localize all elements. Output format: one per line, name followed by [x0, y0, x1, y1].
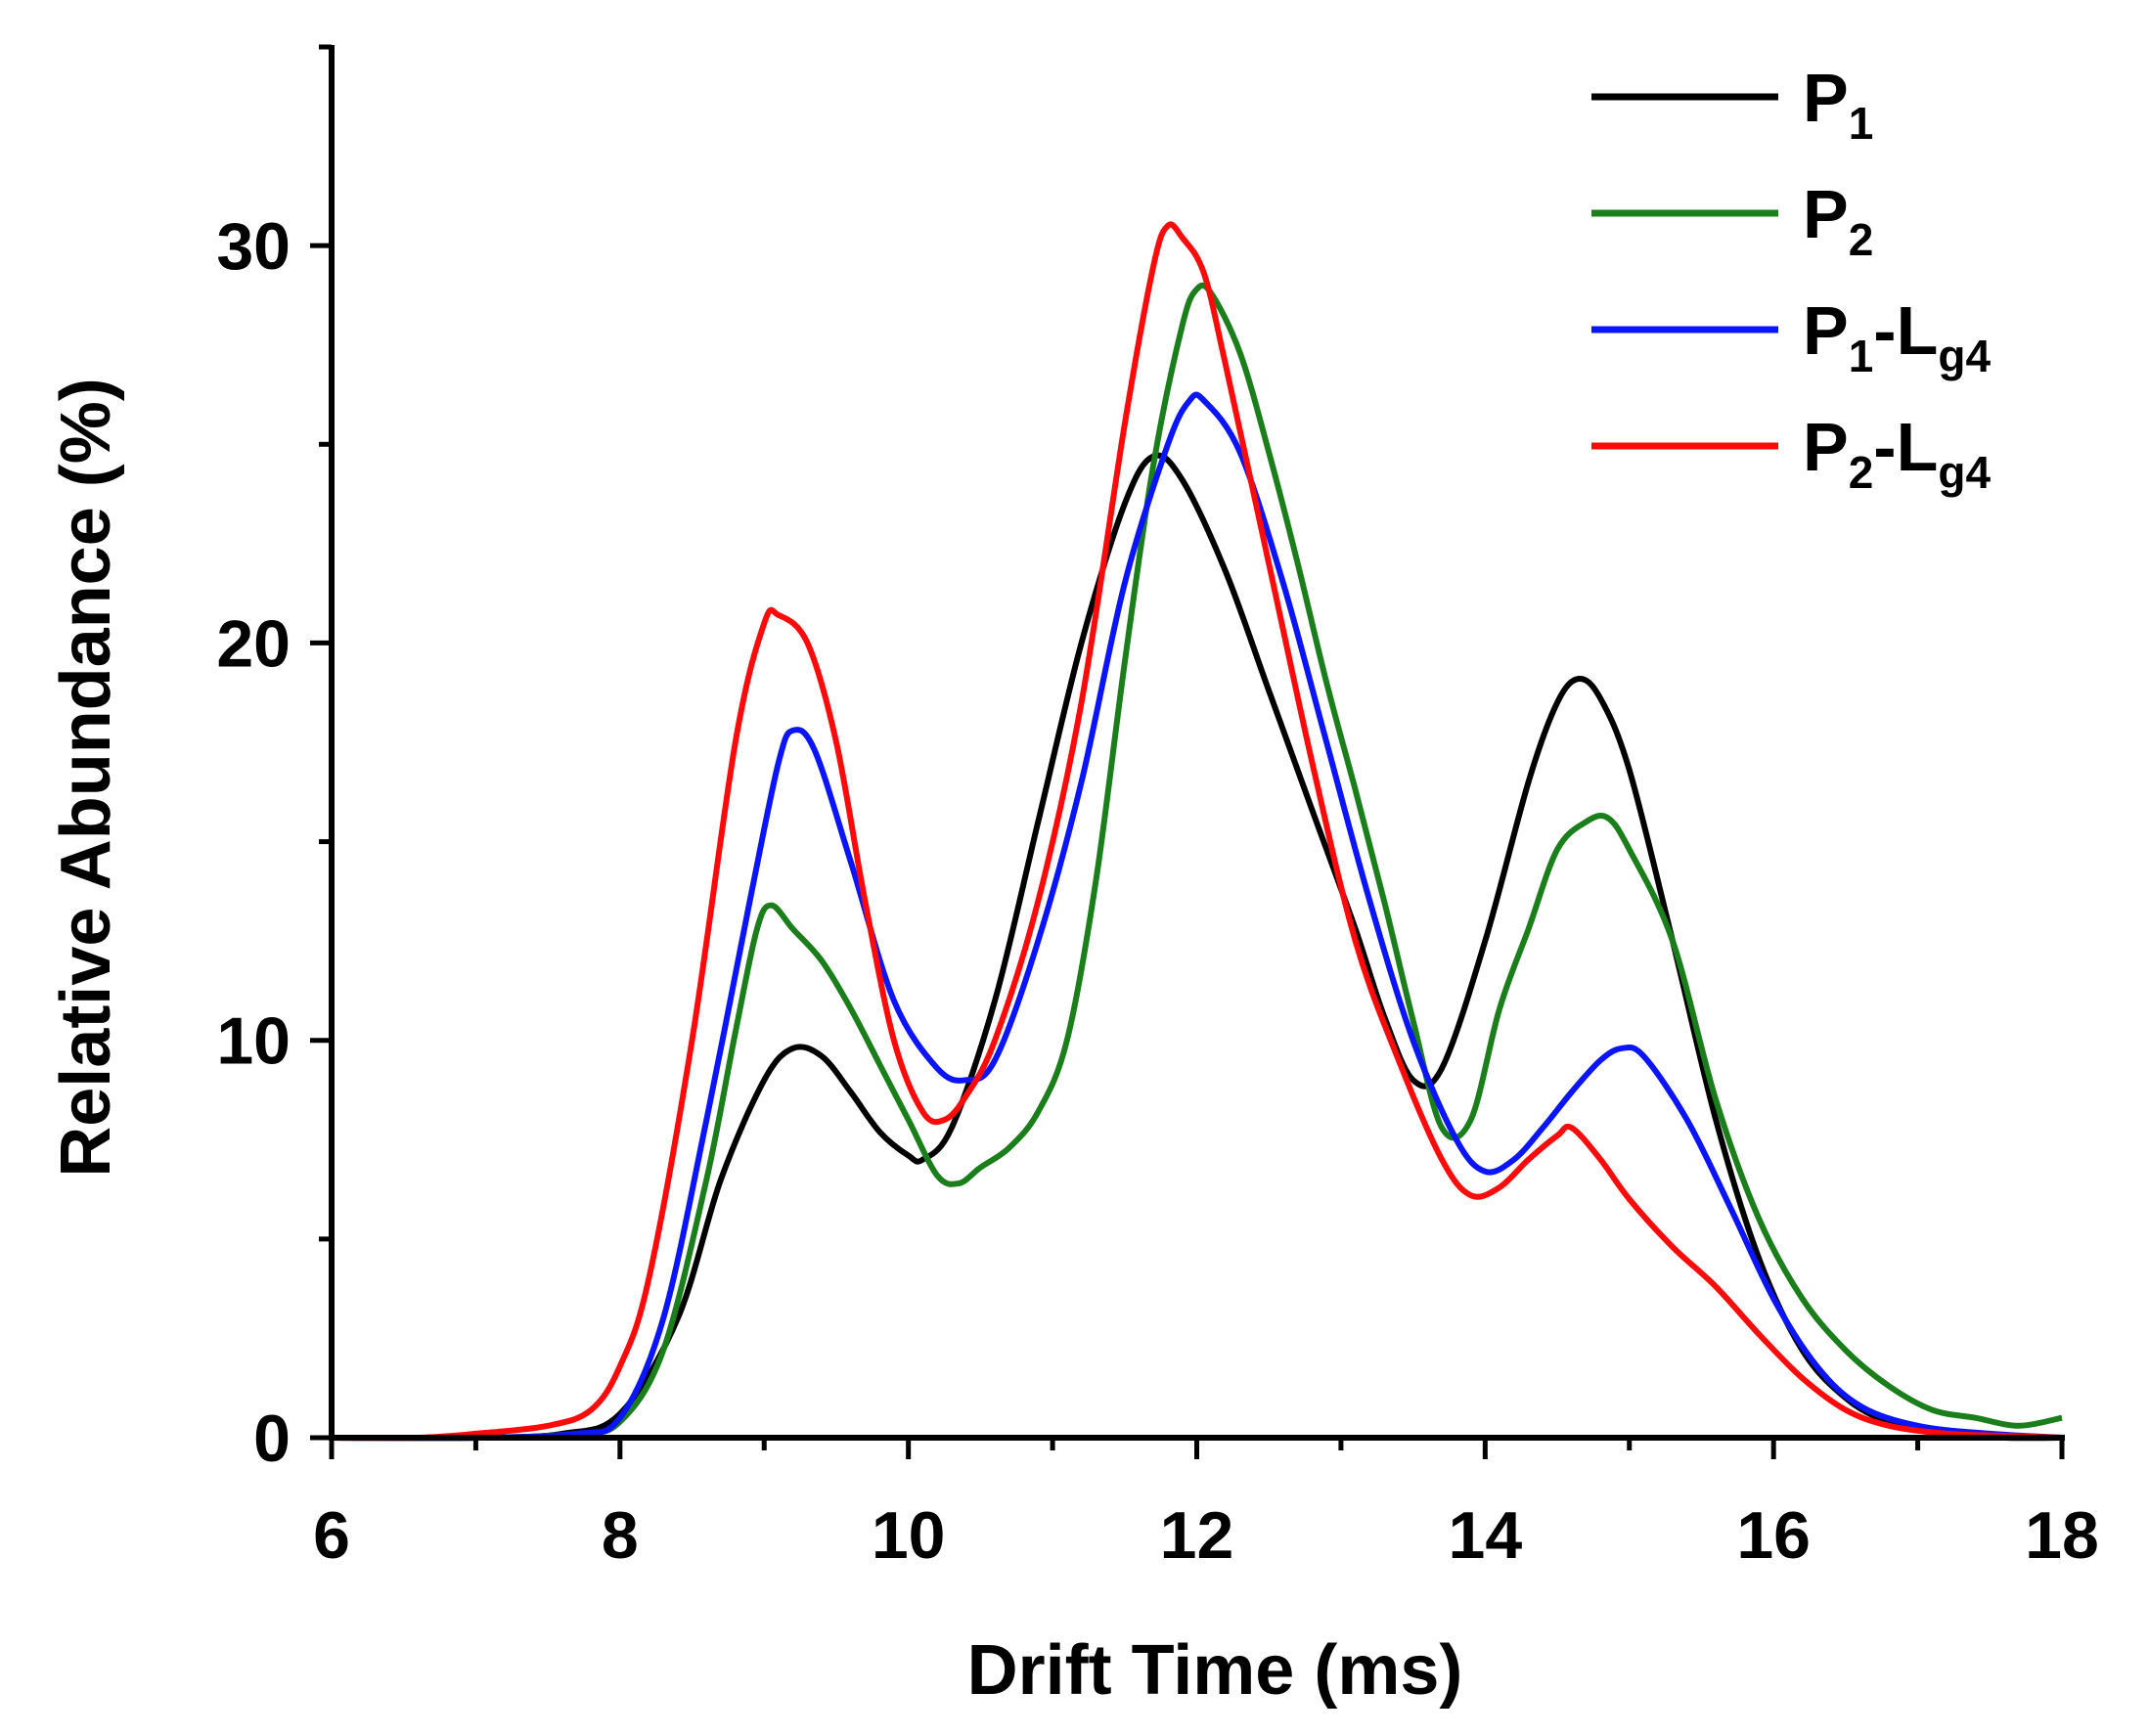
x-tick-label: 12 [1160, 1498, 1234, 1573]
x-tick-label: 6 [313, 1498, 350, 1573]
x-tick-label: 8 [602, 1498, 639, 1573]
x-axis-title: Drift Time (ms) [967, 1631, 1463, 1710]
series-line-p2-lg4 [331, 221, 2063, 1442]
y-axis-title: Relative Abundance (%) [47, 378, 125, 1178]
legend-label-p1: P1 [1803, 60, 1873, 149]
y-tick-label: 20 [216, 606, 291, 681]
y-tick-label: 10 [216, 1004, 291, 1079]
y-tick-label: 30 [216, 209, 291, 284]
legend-label-p2: P2 [1803, 176, 1873, 265]
legend: P1 P2 P1-Lg4 P2-Lg4 [1591, 60, 1991, 498]
x-tick-label: 10 [872, 1498, 946, 1573]
legend-label-p1-lg4: P1-Lg4 [1803, 292, 1991, 381]
legend-label-p2-lg4: P2-Lg4 [1803, 409, 1991, 498]
x-tick-label: 18 [2025, 1498, 2099, 1573]
y-tick-label: 0 [253, 1402, 291, 1476]
x-tick-label: 14 [1449, 1498, 1523, 1573]
series-line-p1 [331, 452, 2063, 1442]
x-tick-label: 16 [1736, 1498, 1811, 1573]
axis-ticks: 6 8 10 12 14 16 18 0 10 20 30 [216, 44, 2099, 1573]
series-line-p1-lg4 [331, 391, 2063, 1442]
plot-curves [331, 221, 2063, 1442]
